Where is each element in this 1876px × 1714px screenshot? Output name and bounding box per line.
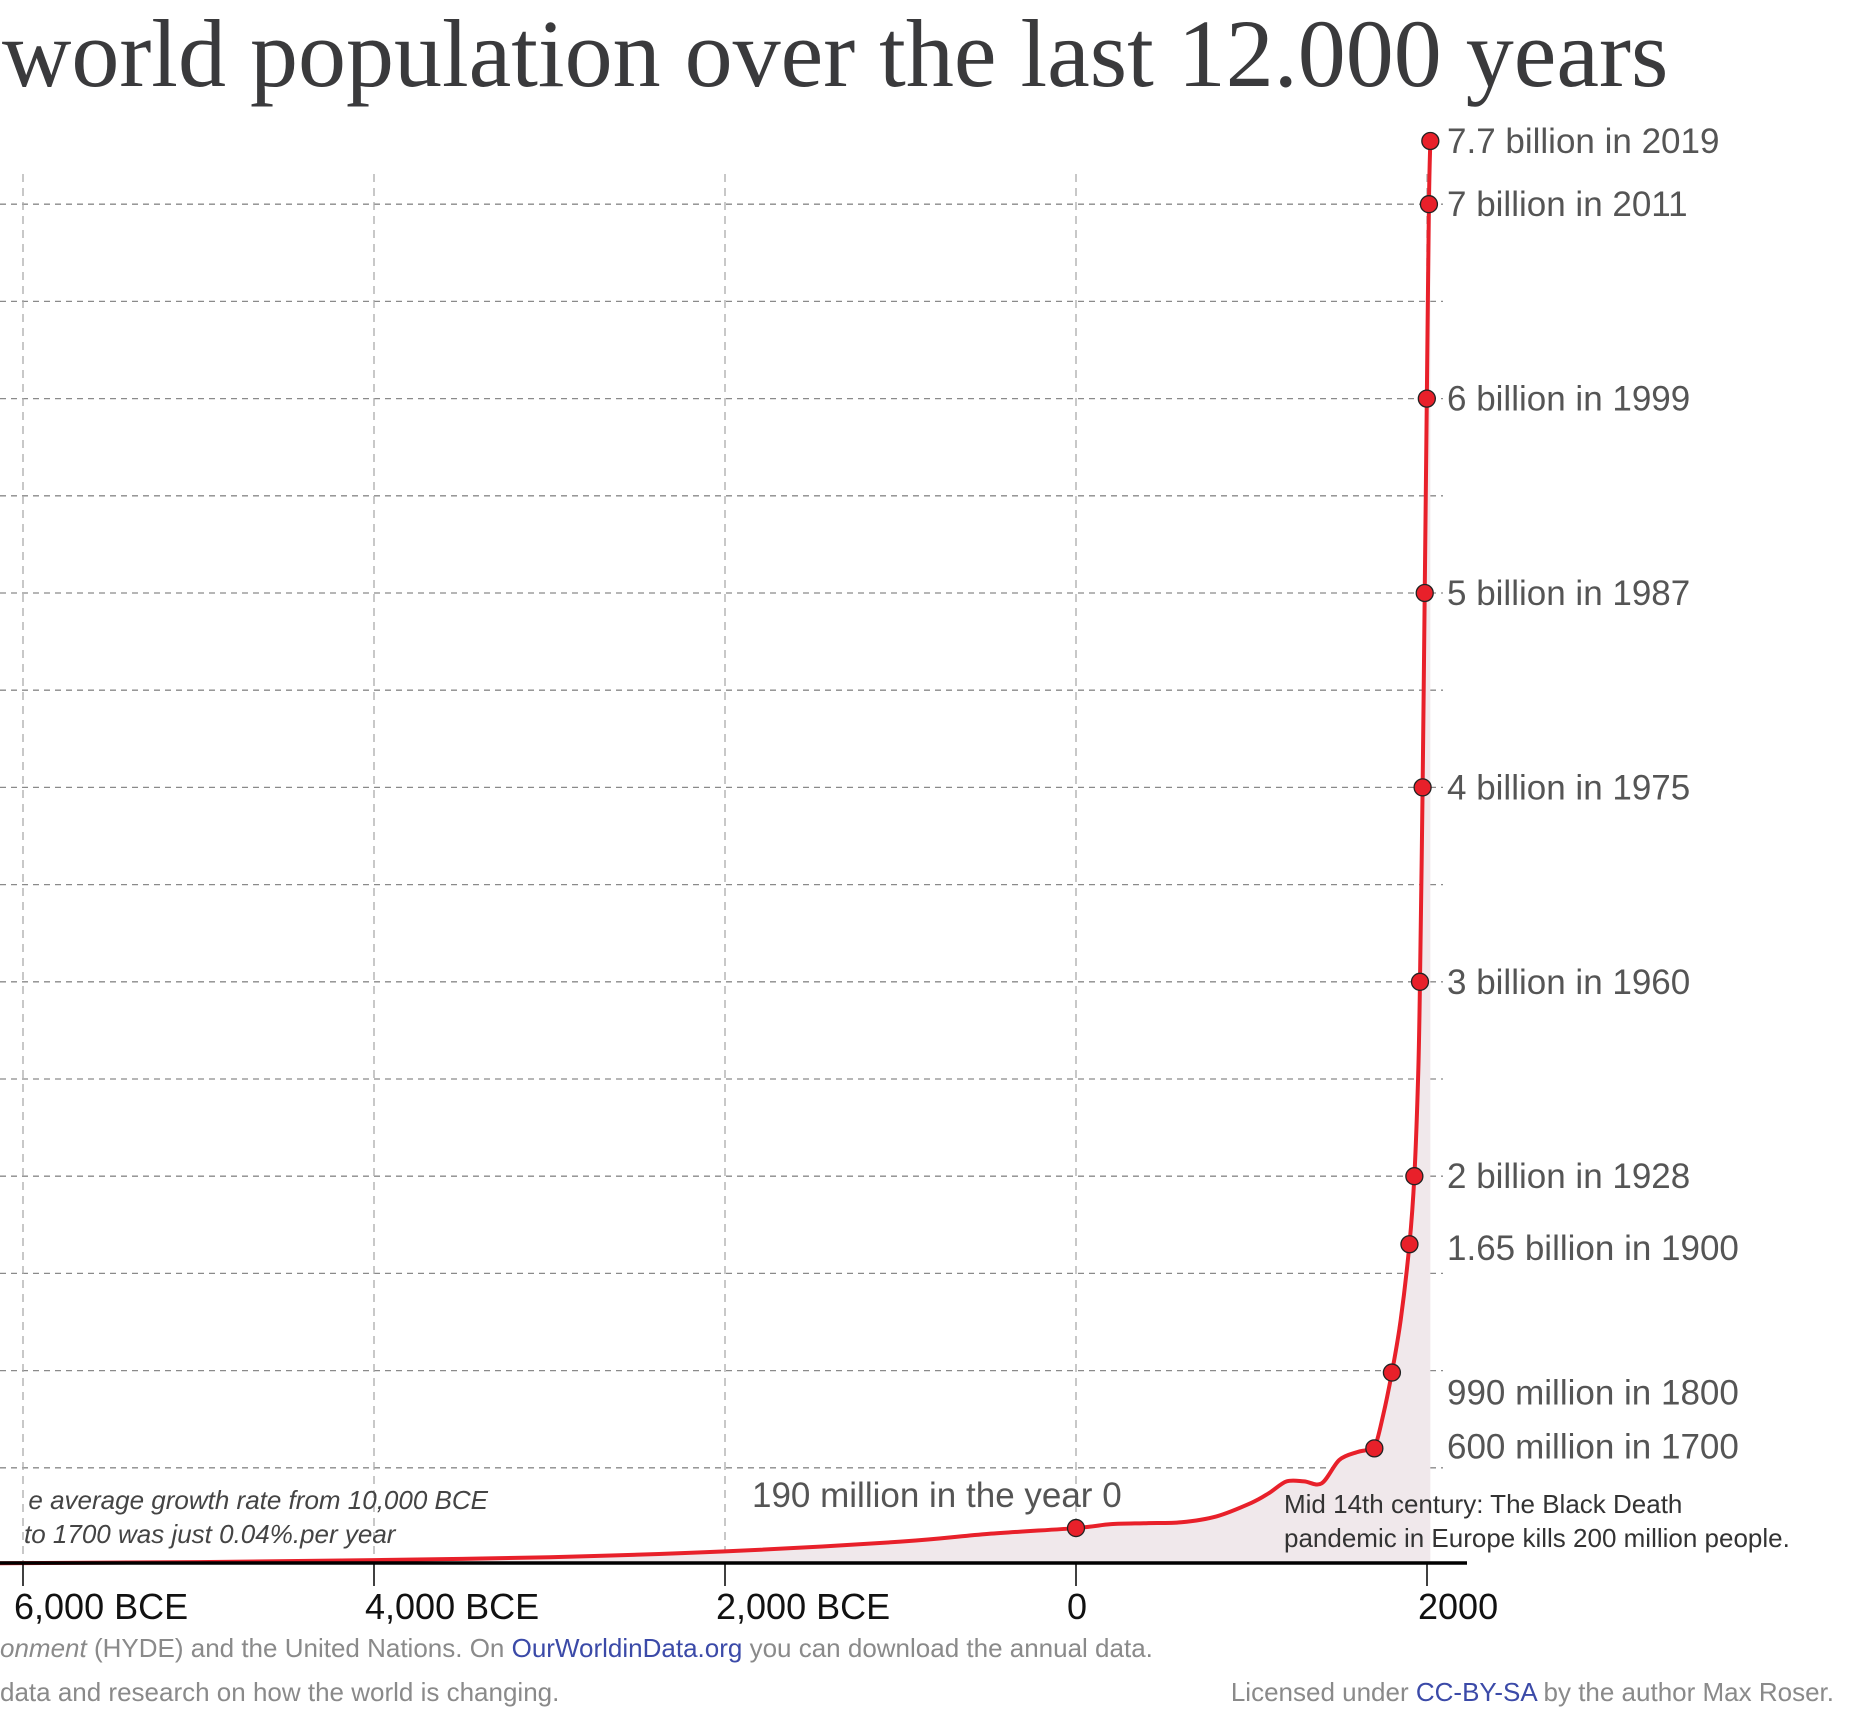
x-tick-label: 4,000 BCE bbox=[365, 1586, 539, 1627]
data-point bbox=[1365, 1439, 1384, 1458]
black-death-note-line2: pandemic in Europe kills 200 million peo… bbox=[1284, 1523, 1790, 1553]
data-label: 4 billion in 1975 bbox=[1447, 768, 1690, 807]
data-label: 600 million in 1700 bbox=[1447, 1427, 1739, 1466]
data-point bbox=[1382, 1363, 1402, 1382]
x-tick-label: 2000 bbox=[1418, 1586, 1498, 1627]
footer-license: Licensed under CC-BY-SA by the author Ma… bbox=[1231, 1678, 1834, 1707]
data-point bbox=[1421, 131, 1440, 151]
population-area bbox=[0, 141, 1431, 1564]
data-label: 7.7 billion in 2019 bbox=[1447, 122, 1719, 161]
data-label: 990 million in 1800 bbox=[1447, 1374, 1739, 1413]
footer-source-text-b: you can download the annual data. bbox=[742, 1633, 1153, 1663]
data-point bbox=[1400, 1235, 1419, 1254]
license-suffix: by the author Max Roser. bbox=[1536, 1677, 1835, 1707]
x-tick-label: 2,000 BCE bbox=[716, 1586, 890, 1627]
cc-by-sa-link[interactable]: CC-BY-SA bbox=[1415, 1677, 1537, 1707]
owid-link[interactable]: OurWorldinData.org bbox=[511, 1633, 743, 1663]
x-tick-label: 6,000 BCE bbox=[14, 1586, 188, 1627]
data-point bbox=[1419, 195, 1439, 214]
growth-rate-note-line1: e average growth rate from 10,000 BCE bbox=[28, 1485, 488, 1515]
black-death-note-line1: Mid 14th century: The Black Death bbox=[1284, 1489, 1683, 1519]
data-label: 7 billion in 2011 bbox=[1447, 185, 1688, 224]
data-point bbox=[1417, 389, 1436, 408]
license-prefix: Licensed under bbox=[1230, 1677, 1416, 1707]
footer-source: onment (HYDE) and the United Nations. On… bbox=[0, 1634, 1153, 1663]
data-point bbox=[1410, 972, 1430, 991]
data-point bbox=[1413, 778, 1432, 797]
data-point bbox=[1066, 1518, 1086, 1538]
highlight-points: 7.7 billion in 2019 7 billion in 2011 6 bi… bbox=[752, 122, 1739, 1538]
growth-rate-note-line2: to 1700 was just 0.04%.per year bbox=[24, 1519, 396, 1549]
data-label: 6 billion in 1999 bbox=[1447, 380, 1690, 419]
chart-title: world population over the last 12.000 ye… bbox=[2, 0, 1669, 107]
data-point bbox=[1415, 583, 1434, 603]
footer-source-text-a: (HYDE) and the United Nations. On bbox=[86, 1633, 512, 1663]
data-label: 5 billion in 1987 bbox=[1447, 574, 1690, 613]
footer-description: data and research on how the world is ch… bbox=[0, 1677, 560, 1707]
data-label: 3 billion in 1960 bbox=[1447, 963, 1690, 1002]
footer-source-italic: onment bbox=[0, 1633, 87, 1663]
population-line bbox=[0, 140, 1433, 1566]
grid bbox=[0, 174, 1443, 1563]
data-label: 1.65 billion in 1900 bbox=[1447, 1229, 1739, 1268]
data-label: 2 billion in 1928 bbox=[1447, 1157, 1690, 1196]
x-axis: 6,000 BCE 4,000 BCE 2,000 BCE 0 2000 bbox=[0, 1561, 1498, 1627]
data-point bbox=[1405, 1167, 1424, 1186]
data-label: 190 million in the year 0 bbox=[752, 1476, 1122, 1515]
x-tick-label: 0 bbox=[1067, 1586, 1087, 1627]
